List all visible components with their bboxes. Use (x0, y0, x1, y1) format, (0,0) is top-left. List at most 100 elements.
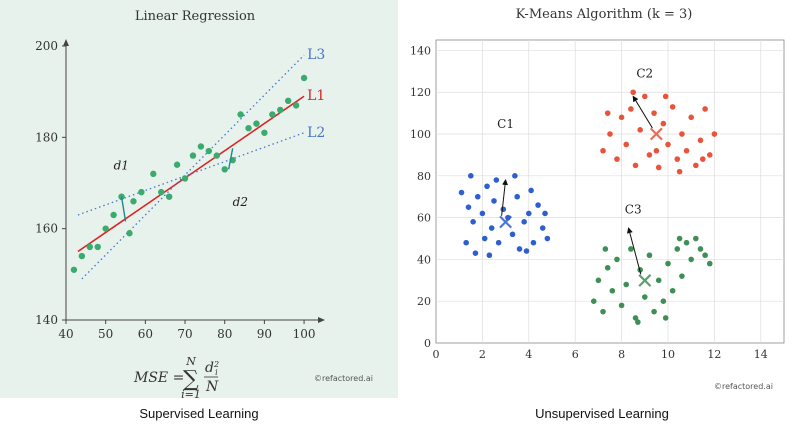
km-x-tick-label: 12 (707, 348, 721, 361)
lr-y-tick-label: 200 (35, 39, 58, 53)
km-y-tick-label: 120 (410, 86, 431, 99)
km-point-c3 (623, 281, 630, 288)
centroid-marker-c1: ✕ (496, 211, 514, 236)
residual-label-d1: d1 (114, 158, 129, 172)
km-point-c2 (706, 152, 713, 158)
km-point-c2 (642, 93, 648, 100)
lr-x-tick-label: 80 (217, 327, 232, 341)
lr-data-point (237, 111, 244, 118)
km-x-tick-label: 2 (479, 348, 486, 361)
km-point-c2 (669, 104, 676, 110)
cluster-label-c3: C3 (625, 202, 642, 216)
km-point-c3 (609, 287, 616, 294)
caption-supervised: Supervised Learning (139, 406, 259, 421)
km-x-tick-label: 10 (661, 348, 675, 361)
km-chart-title: K-Means Algorithm (k = 3) (516, 7, 693, 22)
km-point-c1 (514, 193, 520, 200)
mse-lhs: MSE = (133, 370, 184, 386)
km-point-c1 (486, 252, 493, 259)
km-y-tick-label: 20 (417, 295, 431, 308)
lr-data-point (158, 188, 165, 196)
lr-x-tick-label: 40 (58, 327, 73, 341)
km-point-c3 (618, 302, 625, 309)
centroid-arrow-c2 (632, 95, 653, 129)
kmeans-chart: K-Means Algorithm (k = 3) 02040608010012… (410, 7, 785, 391)
km-point-c1 (512, 173, 518, 179)
lr-data-point (126, 230, 133, 237)
lr-data-point (284, 97, 292, 105)
km-point-c3 (683, 239, 690, 246)
km-point-c3 (662, 315, 669, 321)
residual-label-d2: d2 (233, 195, 248, 209)
km-point-c2 (637, 127, 643, 133)
mse-denominator: N (205, 379, 219, 395)
km-point-c2 (630, 89, 636, 96)
km-point-c1 (530, 239, 537, 246)
km-point-c2 (600, 147, 606, 154)
km-point-c1 (509, 231, 516, 238)
km-point-c2 (628, 106, 634, 112)
mse-sum-top: N (185, 355, 196, 368)
km-point-c3 (697, 246, 704, 252)
lr-data-point (86, 243, 94, 251)
linear-regression-panel: Linear Regression 40 50 60 70 80 90 100 140 160 1… (0, 0, 398, 398)
line-label-l2: L2 (307, 125, 325, 141)
km-x-tick-label: 0 (433, 348, 440, 361)
km-point-c1 (481, 235, 488, 242)
lr-data-point (189, 152, 197, 159)
cluster-label-c2: C2 (636, 67, 653, 81)
km-point-c1 (488, 225, 495, 231)
line-l1 (77, 95, 305, 253)
lr-data-point (205, 147, 213, 155)
lr-chart-title: Linear Regression (135, 9, 256, 24)
km-x-tick-label: 14 (754, 348, 768, 361)
lr-data-point (213, 152, 220, 159)
km-point-c3 (688, 256, 694, 263)
lr-x-tick-label: 60 (138, 327, 153, 341)
km-point-c2 (662, 93, 669, 100)
km-point-c2 (674, 156, 681, 162)
km-point-c1 (535, 202, 541, 208)
lr-annotations: d1 d2 (114, 148, 248, 222)
km-y-tick-label: 100 (410, 128, 431, 141)
lr-lines: L1 L2 L3 (77, 47, 325, 280)
lr-watermark: ©refactored.ai (314, 374, 373, 383)
km-point-c2 (679, 131, 685, 137)
km-point-c1 (465, 204, 472, 210)
km-point-c3 (635, 319, 641, 325)
centroid-arrow-c3 (626, 227, 642, 275)
lr-y-tick-label: 160 (35, 222, 58, 236)
km-point-c3 (651, 308, 657, 315)
lr-data-point (300, 74, 308, 82)
km-points (458, 89, 718, 325)
km-point-c3 (642, 294, 648, 300)
lr-data-point (181, 175, 189, 182)
km-point-c1 (484, 183, 490, 190)
lr-data-point (78, 252, 86, 260)
km-point-c3 (614, 256, 620, 263)
km-point-c2 (693, 162, 699, 169)
km-point-c3 (590, 298, 597, 305)
lr-y-arrow (63, 39, 69, 46)
km-point-c3 (665, 260, 671, 267)
km-point-c2 (632, 162, 639, 169)
km-point-c1 (495, 239, 502, 246)
km-point-c3 (676, 235, 683, 242)
mse-num-sup: 2 (213, 360, 219, 369)
km-point-c1 (526, 210, 532, 217)
centroid-arrow-c1 (501, 179, 509, 216)
km-plot-frame (435, 39, 785, 344)
km-point-c2 (651, 110, 657, 116)
line-label-l1: L1 (307, 88, 325, 104)
cluster-label-c1: C1 (497, 117, 514, 131)
km-point-c3 (679, 273, 685, 279)
km-y-tick-label: 0 (424, 337, 431, 350)
km-y-tick-label: 80 (417, 170, 431, 183)
lr-data-point (261, 129, 268, 136)
km-point-c2 (676, 168, 683, 175)
km-y-tick-label: 40 (417, 253, 431, 266)
km-point-c3 (702, 252, 708, 259)
km-point-c3 (655, 277, 662, 284)
lr-data-point (245, 125, 252, 132)
line-label-l3: L3 (307, 47, 325, 63)
